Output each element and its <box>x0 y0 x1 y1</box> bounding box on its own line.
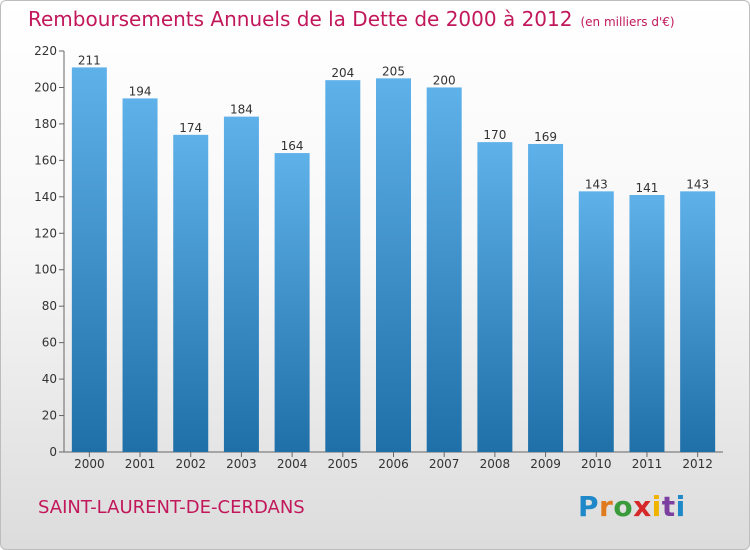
bar-value-label: 204 <box>331 66 354 80</box>
y-tick-label: 100 <box>34 263 57 277</box>
bar <box>71 67 107 453</box>
y-tick-label: 60 <box>42 336 57 350</box>
logo-letter: t <box>661 490 676 523</box>
proxiti-logo: Proxiti <box>578 490 686 523</box>
bar <box>173 134 209 452</box>
bar-value-label: 200 <box>433 73 456 87</box>
bar <box>274 153 310 452</box>
logo-letter: i <box>651 490 662 523</box>
bar <box>528 143 564 452</box>
logo-letter: r <box>599 490 614 523</box>
bar-value-label: 211 <box>78 53 101 67</box>
bar-value-label: 164 <box>281 139 304 153</box>
bar-value-label: 184 <box>230 103 253 117</box>
logo-letter: P <box>578 490 600 523</box>
x-tick-label: 2002 <box>175 457 206 471</box>
logo-letter: x <box>633 490 652 523</box>
bar <box>426 87 462 453</box>
x-tick-label: 2005 <box>328 457 359 471</box>
bar-value-label: 143 <box>686 177 709 191</box>
bar <box>122 98 158 453</box>
chart-unit: (en milliers d'€) <box>580 15 675 29</box>
y-tick-label: 120 <box>34 226 57 240</box>
y-tick-label: 20 <box>42 409 57 423</box>
y-tick-label: 80 <box>42 299 57 313</box>
bar-value-label: 194 <box>129 84 152 98</box>
bar <box>376 78 411 452</box>
bar-value-label: 143 <box>585 177 608 191</box>
x-tick-label: 2012 <box>682 457 713 471</box>
x-tick-label: 2000 <box>74 457 105 471</box>
logo-letter: o <box>613 490 634 523</box>
x-tick-label: 2006 <box>378 457 409 471</box>
bar <box>477 142 513 453</box>
bar-value-label: 141 <box>636 181 659 195</box>
bar-value-label: 170 <box>483 128 506 142</box>
x-tick-label: 2011 <box>632 457 663 471</box>
bar <box>578 191 614 452</box>
y-tick-label: 200 <box>34 80 57 94</box>
y-tick-label: 180 <box>34 117 57 131</box>
bar <box>629 194 665 452</box>
bar-value-label: 205 <box>382 64 405 78</box>
bar-value-label: 174 <box>179 121 202 135</box>
logo-letter: i <box>675 490 686 523</box>
commune-name: SAINT-LAURENT-DE-CERDANS <box>38 497 305 518</box>
x-tick-label: 2008 <box>480 457 511 471</box>
chart-title-text: Remboursements Annuels de la Dette de 20… <box>28 7 573 31</box>
y-tick-label: 0 <box>49 445 57 459</box>
chart-title: Remboursements Annuels de la Dette de 20… <box>28 7 675 31</box>
bar <box>680 191 716 452</box>
y-tick-label: 160 <box>34 153 57 167</box>
x-tick-label: 2001 <box>125 457 156 471</box>
x-tick-label: 2010 <box>581 457 612 471</box>
bar-value-label: 169 <box>534 130 557 144</box>
x-tick-label: 2004 <box>277 457 308 471</box>
y-tick-label: 140 <box>34 190 57 204</box>
x-tick-label: 2003 <box>226 457 257 471</box>
y-tick-label: 220 <box>34 44 57 58</box>
x-tick-label: 2007 <box>429 457 460 471</box>
x-tick-label: 2009 <box>530 457 561 471</box>
bar <box>223 116 259 453</box>
y-tick-label: 40 <box>42 372 57 386</box>
bar <box>325 80 361 452</box>
